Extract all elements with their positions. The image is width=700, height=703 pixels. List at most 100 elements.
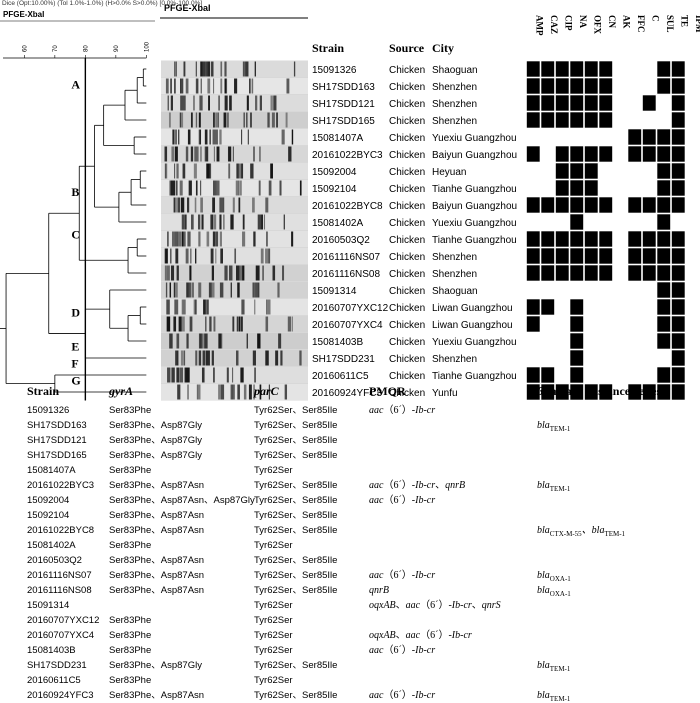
gel-band <box>170 248 172 264</box>
table-cell-gyra: Ser83Phe <box>109 540 152 551</box>
pmqr-gene: aac <box>369 480 384 491</box>
col-city: City <box>432 41 454 55</box>
resistance-cell <box>555 146 569 162</box>
isolate-city: Shenzhen <box>432 99 477 110</box>
gel-band <box>280 350 283 366</box>
pfge-label-left: PFGE-XbaI <box>3 10 45 19</box>
resistance-cell <box>584 146 598 162</box>
gel-band <box>258 180 261 196</box>
resistance-cell <box>671 180 685 196</box>
gel-band <box>193 299 196 315</box>
resistance-cell <box>526 367 540 383</box>
gel-band <box>169 180 173 196</box>
gel-lane <box>161 265 308 281</box>
gel-band <box>174 299 176 315</box>
gel-band <box>181 299 184 315</box>
resistance-cell <box>671 95 685 111</box>
gel-band <box>220 384 225 400</box>
gel-lane <box>161 333 308 349</box>
isolate-city: Tianhe Guangzhou <box>432 371 517 382</box>
resistance-cell <box>526 231 540 247</box>
gel-band <box>175 180 178 196</box>
gel-band <box>215 231 218 247</box>
gel-band <box>242 231 246 247</box>
resistance-cell <box>555 384 569 400</box>
resistance-cell <box>526 384 540 400</box>
gel-band <box>178 316 182 332</box>
resistance-cell <box>657 282 671 298</box>
gel-band <box>178 129 180 145</box>
isolate-strain: 15081407A <box>312 133 363 144</box>
cluster-label-F: F <box>71 357 78 371</box>
resistance-cell <box>570 333 584 349</box>
gel-band <box>212 231 215 247</box>
gel-band <box>224 265 228 281</box>
gel-band <box>213 367 215 383</box>
gel-band <box>188 180 192 196</box>
gel-band <box>205 350 209 366</box>
gel-band <box>272 265 276 281</box>
cluster-label-G: G <box>71 374 80 388</box>
gel-band <box>205 61 208 77</box>
gel-band <box>254 299 256 315</box>
gel-band <box>241 163 244 179</box>
isolate-source: Chicken <box>389 150 425 161</box>
resistance-cell <box>671 129 685 145</box>
resistance-cell <box>671 367 685 383</box>
gel-band <box>218 95 220 111</box>
resistance-cell <box>584 180 598 196</box>
scale-label-80: 80 <box>83 45 89 52</box>
gel-band <box>187 197 189 213</box>
table-cell-parc: Tyr62Ser、Ser85Ile <box>254 495 338 506</box>
gel-band <box>169 180 171 196</box>
gel-band <box>252 197 255 213</box>
resistance-cell <box>599 265 613 281</box>
gel-band <box>213 316 216 332</box>
gel-lane <box>161 367 308 383</box>
gel-band <box>285 112 288 128</box>
pmqr-gene: aac <box>405 600 421 611</box>
pmqr-gene: Ib-cr <box>451 600 472 611</box>
gel-band <box>240 367 244 383</box>
gel-band <box>260 214 264 230</box>
isolate-strain: 20161116NS08 <box>312 269 380 280</box>
resistance-cell <box>642 248 656 264</box>
isolate-strain: 15092004 <box>312 167 357 178</box>
gel-band <box>211 282 215 298</box>
resistance-cell <box>671 61 685 77</box>
antibiotic-header-c: C <box>650 15 660 22</box>
resistance-cell <box>671 231 685 247</box>
gel-band <box>254 367 256 383</box>
gel-band <box>202 61 206 77</box>
table-cell-gyra: Ser83Phe <box>109 405 152 416</box>
gel-band <box>174 163 176 179</box>
isolate-source: Chicken <box>389 184 425 195</box>
gel-band <box>182 299 186 315</box>
gel-band <box>174 299 179 315</box>
resistance-cell <box>628 384 642 400</box>
isolate-city: Liwan Guangzhou <box>432 303 513 314</box>
gel-band <box>185 248 189 264</box>
gel-band <box>214 214 217 230</box>
table-cell-strain: 20160707YXC4 <box>27 630 95 641</box>
resistance-cell <box>541 367 555 383</box>
gel-lane <box>161 231 308 247</box>
gel-band <box>246 333 248 349</box>
table-cell-strain: SH17SDD165 <box>27 450 87 461</box>
bla-subscript: TEM-1 <box>549 695 571 703</box>
table-cell-pmqr: oqxAB、aac（6´）-Ib-cr、qnrS <box>369 601 501 611</box>
gel-band <box>238 316 241 332</box>
gel-band <box>270 163 273 179</box>
isolate-strain: SH17SDD165 <box>312 116 375 127</box>
gel-band <box>173 282 176 298</box>
gel-band <box>218 384 221 400</box>
isolate-city: Yuexiu Guangzhou <box>432 337 517 348</box>
gel-band <box>200 146 202 162</box>
gel-band <box>257 333 261 349</box>
table-cell-strain: SH17SDD231 <box>27 660 87 671</box>
gel-band <box>190 214 194 230</box>
gel-band <box>202 350 206 366</box>
isolate-strain: 15081403B <box>312 337 363 348</box>
bla-subscript: TEM-1 <box>604 530 626 538</box>
